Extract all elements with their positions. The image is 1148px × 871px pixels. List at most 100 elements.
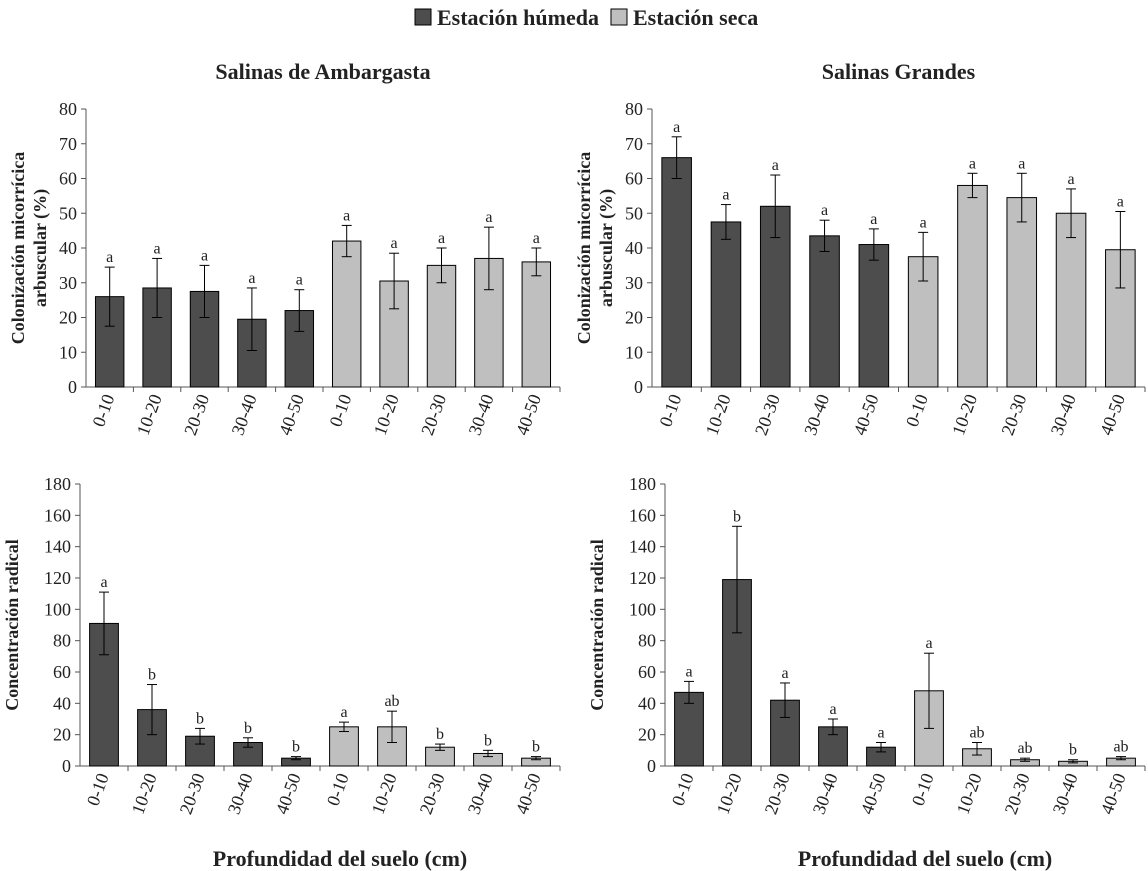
- y-tick-label: 80: [59, 99, 77, 119]
- annotation: a: [722, 187, 729, 204]
- x-tick-label: 10-20: [370, 392, 403, 438]
- x-tick-label: 40-50: [272, 771, 305, 817]
- x-tick-label: 20-30: [416, 771, 449, 817]
- y-tick-label: 20: [638, 725, 656, 745]
- bar: [710, 221, 742, 388]
- annotation: ab: [969, 725, 984, 742]
- x-tick-label: 0-10: [325, 392, 355, 430]
- annotation: a: [685, 663, 692, 680]
- y-tick-label: 10: [625, 342, 643, 362]
- y-tick-label: 60: [625, 169, 643, 189]
- x-tick-label: 40-50: [849, 392, 882, 438]
- bar: [1006, 197, 1038, 388]
- x-tick-label: 0-10: [902, 392, 932, 430]
- x-tick-label: 10-20: [953, 771, 986, 817]
- y-tick-label: 60: [53, 662, 71, 682]
- x-tick-label: 20-30: [1001, 771, 1034, 817]
- x-tick-label: 20-30: [997, 392, 1030, 438]
- bar: [379, 280, 409, 388]
- x-tick-label: 10-20: [713, 771, 746, 817]
- y-tick-label: 100: [44, 599, 71, 619]
- y-tick-label: 30: [59, 273, 77, 293]
- annotation: a: [391, 235, 398, 252]
- x-tick-label: 40-50: [275, 392, 308, 438]
- y-tick-label: 60: [638, 662, 656, 682]
- legend-label: Estación seca: [633, 5, 758, 30]
- bar: [329, 726, 359, 767]
- x-tick-label: 30-40: [1047, 392, 1080, 438]
- y-axis-label: Concentración radical: [2, 539, 22, 710]
- x-tick-label: 30-40: [228, 392, 261, 438]
- annotation: a: [821, 202, 828, 219]
- bar: [1055, 212, 1087, 388]
- annotation: a: [673, 119, 680, 136]
- annotation: a: [1117, 194, 1124, 211]
- x-tick-label: 30-40: [464, 771, 497, 817]
- annotation: a: [781, 665, 788, 682]
- y-tick-label: 140: [629, 537, 656, 557]
- bar: [809, 235, 840, 388]
- annotation: a: [877, 725, 884, 742]
- legend-swatch: [414, 8, 432, 26]
- annotation: a: [248, 270, 255, 287]
- y-axis-label: arbuscular (%): [596, 189, 617, 307]
- y-tick-label: 120: [44, 568, 71, 588]
- x-tick-label: 10-20: [128, 771, 161, 817]
- x-tick-label: 20-30: [751, 392, 784, 438]
- x-tick-label: 0-10: [668, 771, 698, 809]
- y-tick-label: 80: [53, 631, 71, 651]
- annotation: b: [1069, 742, 1077, 759]
- x-tick-label: 0-10: [88, 392, 118, 430]
- x-tick-label: 10-20: [948, 392, 981, 438]
- x-tick-label: 10-20: [368, 771, 401, 817]
- x-tick-label: 0-10: [83, 771, 113, 809]
- y-tick-label: 10: [59, 342, 77, 362]
- y-axis-label: Colonización micorrícica: [574, 152, 594, 344]
- y-tick-label: 140: [44, 537, 71, 557]
- annotation: b: [532, 739, 540, 756]
- x-tick-label: 40-50: [857, 771, 890, 817]
- y-tick-label: 50: [59, 203, 77, 223]
- annotation: b: [196, 710, 204, 727]
- y-tick-label: 20: [59, 308, 77, 328]
- y-tick-label: 40: [638, 693, 656, 713]
- annotation: a: [1018, 155, 1025, 172]
- y-axis-label: Concentración radical: [587, 539, 607, 710]
- y-tick-label: 100: [629, 599, 656, 619]
- annotation: a: [969, 155, 976, 172]
- y-tick-label: 0: [647, 756, 656, 776]
- y-tick-label: 20: [625, 308, 643, 328]
- y-tick-label: 30: [625, 273, 643, 293]
- y-axis-label: arbuscular (%): [30, 189, 51, 307]
- y-axis-label: Colonización micorrícica: [8, 152, 28, 344]
- annotation: b: [733, 508, 741, 525]
- y-tick-label: 50: [625, 203, 643, 223]
- x-tick-label: 30-40: [800, 392, 833, 438]
- y-tick-label: 180: [44, 474, 71, 494]
- annotation: b: [148, 667, 156, 684]
- annotation: b: [436, 726, 444, 743]
- annotation: a: [154, 240, 161, 257]
- annotation: a: [106, 249, 113, 266]
- bar: [957, 184, 988, 388]
- x-tick-label: 20-30: [180, 392, 213, 438]
- annotation: a: [485, 209, 492, 226]
- x-tick-label: 10-20: [133, 392, 166, 438]
- annotation: ab: [1113, 739, 1128, 756]
- y-tick-label: 0: [62, 756, 71, 776]
- y-tick-label: 0: [68, 377, 77, 397]
- annotation: a: [438, 230, 445, 247]
- chart-title: Salinas de Ambargasta: [215, 59, 430, 84]
- x-tick-label: 30-40: [224, 771, 257, 817]
- annotation: a: [870, 211, 877, 228]
- y-tick-label: 70: [59, 134, 77, 154]
- x-tick-label: 40-50: [512, 392, 545, 438]
- y-tick-label: 160: [44, 505, 71, 525]
- x-tick-label: 40-50: [1096, 392, 1129, 438]
- bar: [521, 261, 552, 388]
- y-tick-label: 40: [53, 693, 71, 713]
- annotation: a: [340, 704, 347, 721]
- bar: [858, 244, 890, 388]
- bar: [661, 157, 692, 388]
